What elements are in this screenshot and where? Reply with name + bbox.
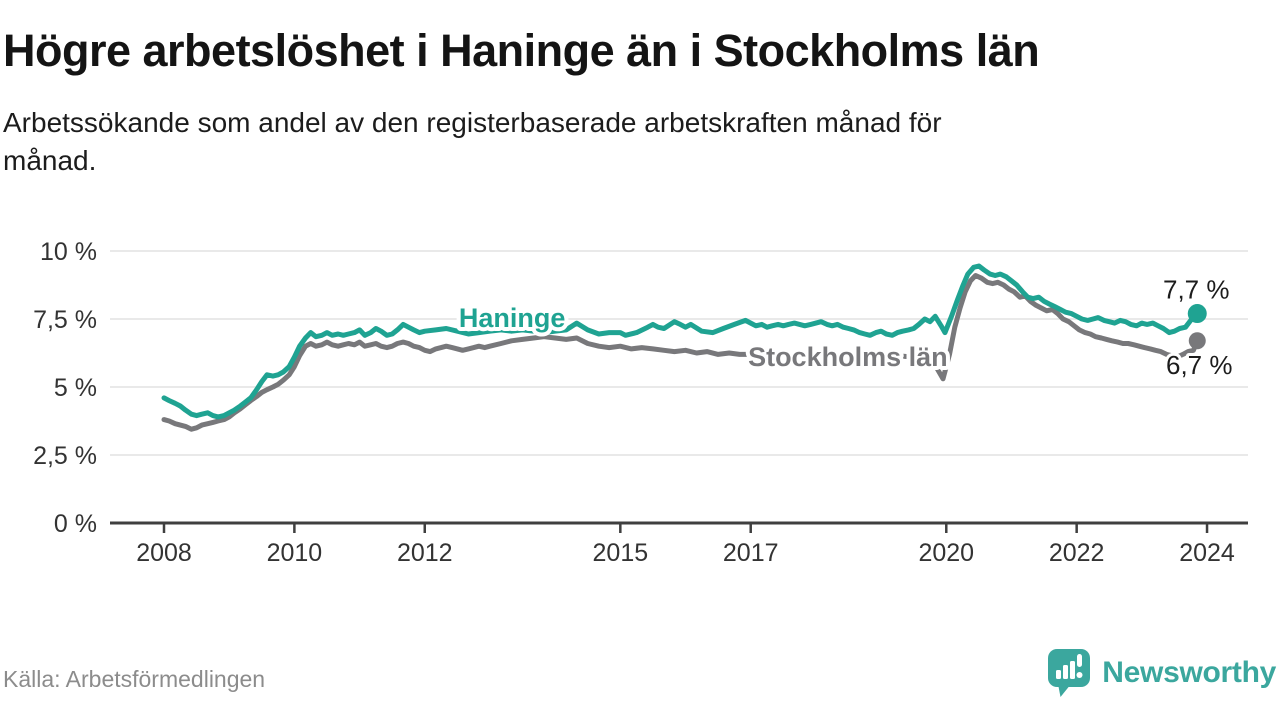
x-tick-label: 2015 — [593, 539, 649, 567]
haninge-line-label: Haninge — [459, 303, 566, 333]
newsworthy-logo-text: Newsworthy — [1102, 656, 1276, 689]
logo-exclamation-bar — [1077, 654, 1083, 667]
logo-bar-3 — [1070, 661, 1076, 679]
logo-bar-1 — [1056, 670, 1062, 679]
logo-exclamation-dot — [1076, 672, 1083, 678]
x-tick-label: 2008 — [136, 539, 192, 567]
source-note: Källa: Arbetsförmedlingen — [3, 666, 266, 692]
y-tick-label: 10 % — [40, 238, 97, 266]
subtitle-line-2: månad. — [3, 145, 97, 176]
y-tick-label: 2,5 % — [33, 442, 97, 470]
x-tick-label: 2022 — [1049, 539, 1105, 567]
stockholms-l-n-end-label: 6,7 % — [1166, 350, 1233, 380]
chart-subtitle: Arbetssökande som andel av den registerb… — [3, 104, 1203, 180]
newsworthy-logo: Newsworthy — [1046, 648, 1276, 698]
x-tick-label: 2024 — [1179, 539, 1235, 567]
x-tick-label: 2012 — [397, 539, 453, 567]
x-tick-label: 2017 — [723, 539, 779, 567]
haninge-line — [161, 263, 1200, 420]
y-tick-label: 5 % — [54, 374, 97, 402]
haninge-end-label: 7,7 % — [1163, 275, 1230, 305]
subtitle-line-1: Arbetssökande som andel av den registerb… — [3, 107, 942, 138]
y-tick-label: 7,5 % — [33, 306, 97, 334]
stockholms-l-n-line — [161, 273, 1200, 432]
haninge-end-dot — [1187, 304, 1207, 324]
x-tick-label: 2010 — [267, 539, 323, 567]
stockholms-l-n-line-label: Stockholms län — [748, 342, 948, 372]
y-tick-label: 0 % — [54, 510, 97, 538]
logo-bar-2 — [1063, 665, 1069, 679]
x-tick-label: 2020 — [918, 539, 974, 567]
newsworthy-logo-icon — [1048, 649, 1091, 697]
page-title: Högre arbetslöshet i Haninge än i Stockh… — [3, 25, 1040, 76]
stockholms-l-n-end-dot — [1188, 332, 1206, 350]
